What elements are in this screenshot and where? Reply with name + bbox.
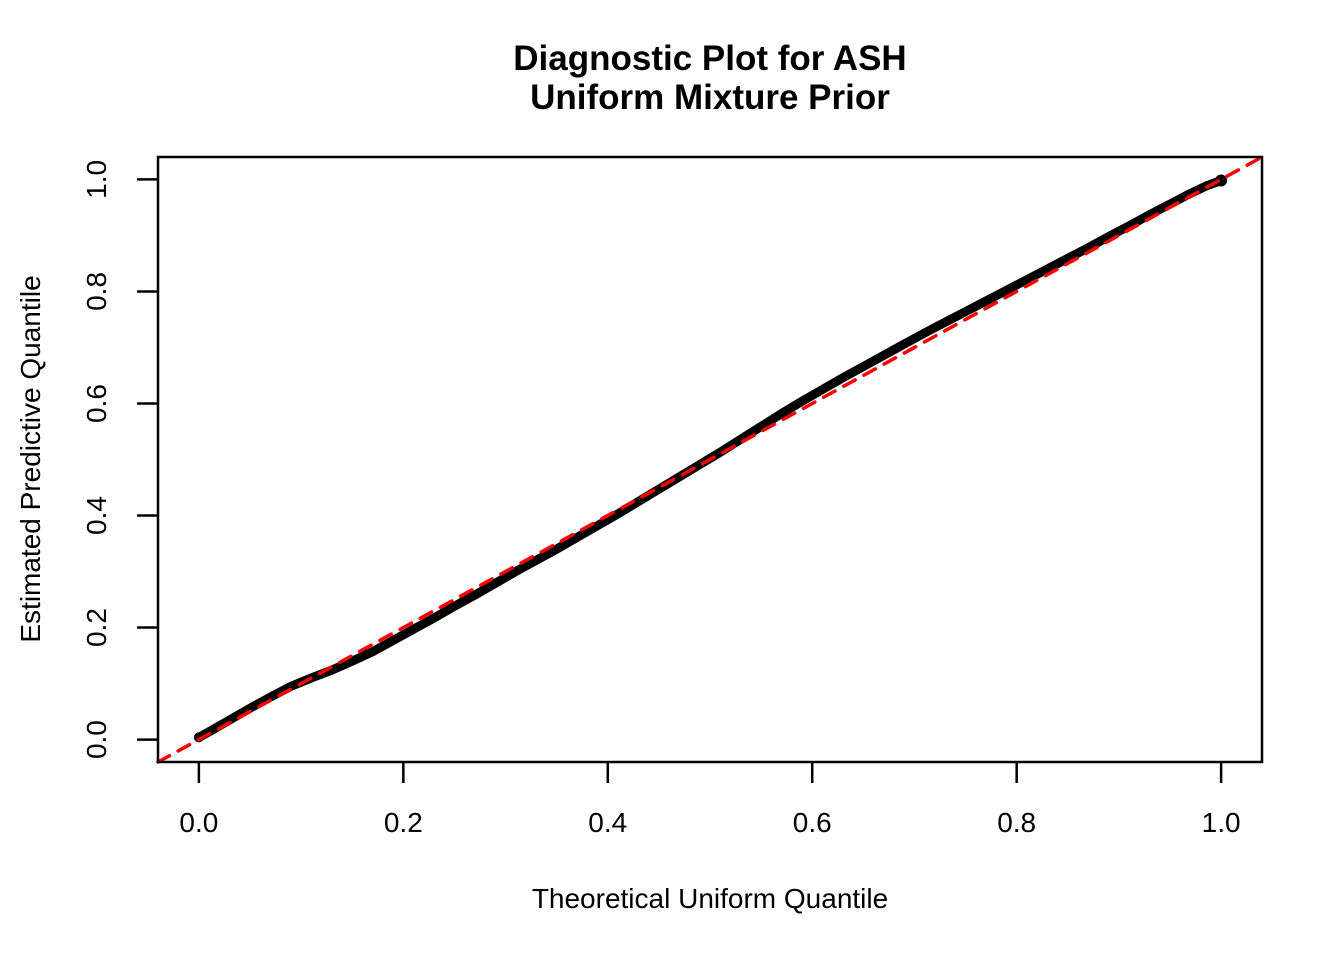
y-tick-label: 0.4 bbox=[81, 496, 112, 535]
y-tick-label: 0.8 bbox=[81, 272, 112, 311]
y-tick-label: 0.6 bbox=[81, 384, 112, 423]
y-axis-title: Estimated Predictive Quantile bbox=[15, 275, 46, 642]
chart-title-line2: Uniform Mixture Prior bbox=[530, 78, 890, 117]
plot-area: 0.0 0.2 0.4 0.6 0.8 1.0 0.0 0.2 0.4 0.6 0.8 1.0 bbox=[81, 155, 1264, 838]
x-tick-label: 1.0 bbox=[1202, 807, 1241, 838]
x-tick-label: 0.8 bbox=[997, 807, 1036, 838]
chart-title-line1: Diagnostic Plot for ASH bbox=[513, 39, 906, 78]
y-tick-label: 1.0 bbox=[81, 160, 112, 199]
estimated-predictive-quantile-curve-end-point bbox=[1215, 174, 1228, 187]
x-tick-label: 0.4 bbox=[588, 807, 627, 838]
x-tick-label: 0.2 bbox=[384, 807, 423, 838]
identity-reference-line bbox=[156, 155, 1264, 764]
y-tick-label: 0.2 bbox=[81, 608, 112, 647]
y-tick-label: 0.0 bbox=[81, 720, 112, 759]
plot-box-frame bbox=[156, 155, 1264, 764]
x-tick-label: 0.0 bbox=[179, 807, 218, 838]
x-tick-label: 0.6 bbox=[793, 807, 832, 838]
x-axis-title: Theoretical Uniform Quantile bbox=[532, 883, 888, 914]
